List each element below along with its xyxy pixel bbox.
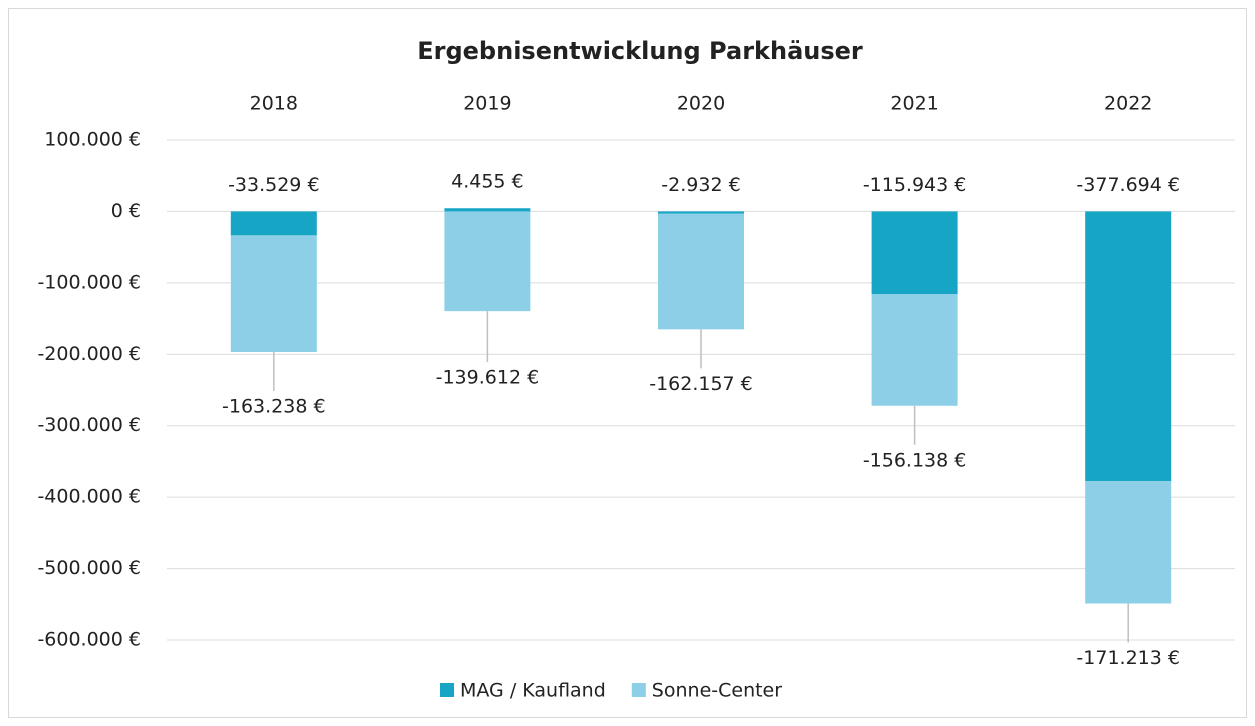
legend-swatch xyxy=(440,683,454,697)
y-tick-label: -200.000 € xyxy=(37,343,141,365)
data-label: -33.529 € xyxy=(228,174,319,196)
bar-segment xyxy=(1085,211,1172,482)
data-label: -156.138 € xyxy=(863,449,967,471)
data-label: -2.932 € xyxy=(661,174,740,196)
y-tick-label: 100.000 € xyxy=(44,129,141,151)
bar-segment xyxy=(230,235,317,352)
y-tick-label: -300.000 € xyxy=(37,414,141,436)
x-tick-label: 2022 xyxy=(1104,93,1152,115)
x-tick-label: 2020 xyxy=(677,93,725,115)
bar-segment xyxy=(230,211,317,236)
legend-label: Sonne-Center xyxy=(652,680,782,702)
legend-label: MAG / Kaufland xyxy=(460,680,606,702)
y-tick-label: 0 € xyxy=(111,200,141,222)
bar-segment xyxy=(444,211,531,312)
y-tick-label: -100.000 € xyxy=(37,271,141,293)
x-tick-label: 2019 xyxy=(463,93,511,115)
x-tick-label: 2018 xyxy=(250,93,298,115)
data-label: -171.213 € xyxy=(1076,647,1180,669)
bar-segment xyxy=(658,213,744,330)
bar-segment xyxy=(444,208,531,212)
data-label: -377.694 € xyxy=(1076,174,1180,196)
bar-segment xyxy=(1085,481,1172,604)
y-tick-label: -600.000 € xyxy=(37,629,141,651)
chart-border xyxy=(8,8,1247,718)
x-tick-label: 2021 xyxy=(890,93,938,115)
y-tick-label: -400.000 € xyxy=(37,486,141,508)
data-label: -115.943 € xyxy=(863,174,967,196)
data-label: 4.455 € xyxy=(451,171,524,193)
legend-swatch xyxy=(631,683,646,697)
chart-title: Ergebnisentwicklung Parkhäuser xyxy=(417,37,863,65)
bar-segment xyxy=(871,294,958,406)
data-label: -163.238 € xyxy=(222,395,326,417)
data-label: -139.612 € xyxy=(436,367,540,389)
bar-segment xyxy=(658,211,744,214)
y-tick-label: -500.000 € xyxy=(37,557,141,579)
bar-segment xyxy=(871,211,958,295)
data-label: -162.157 € xyxy=(649,373,753,395)
